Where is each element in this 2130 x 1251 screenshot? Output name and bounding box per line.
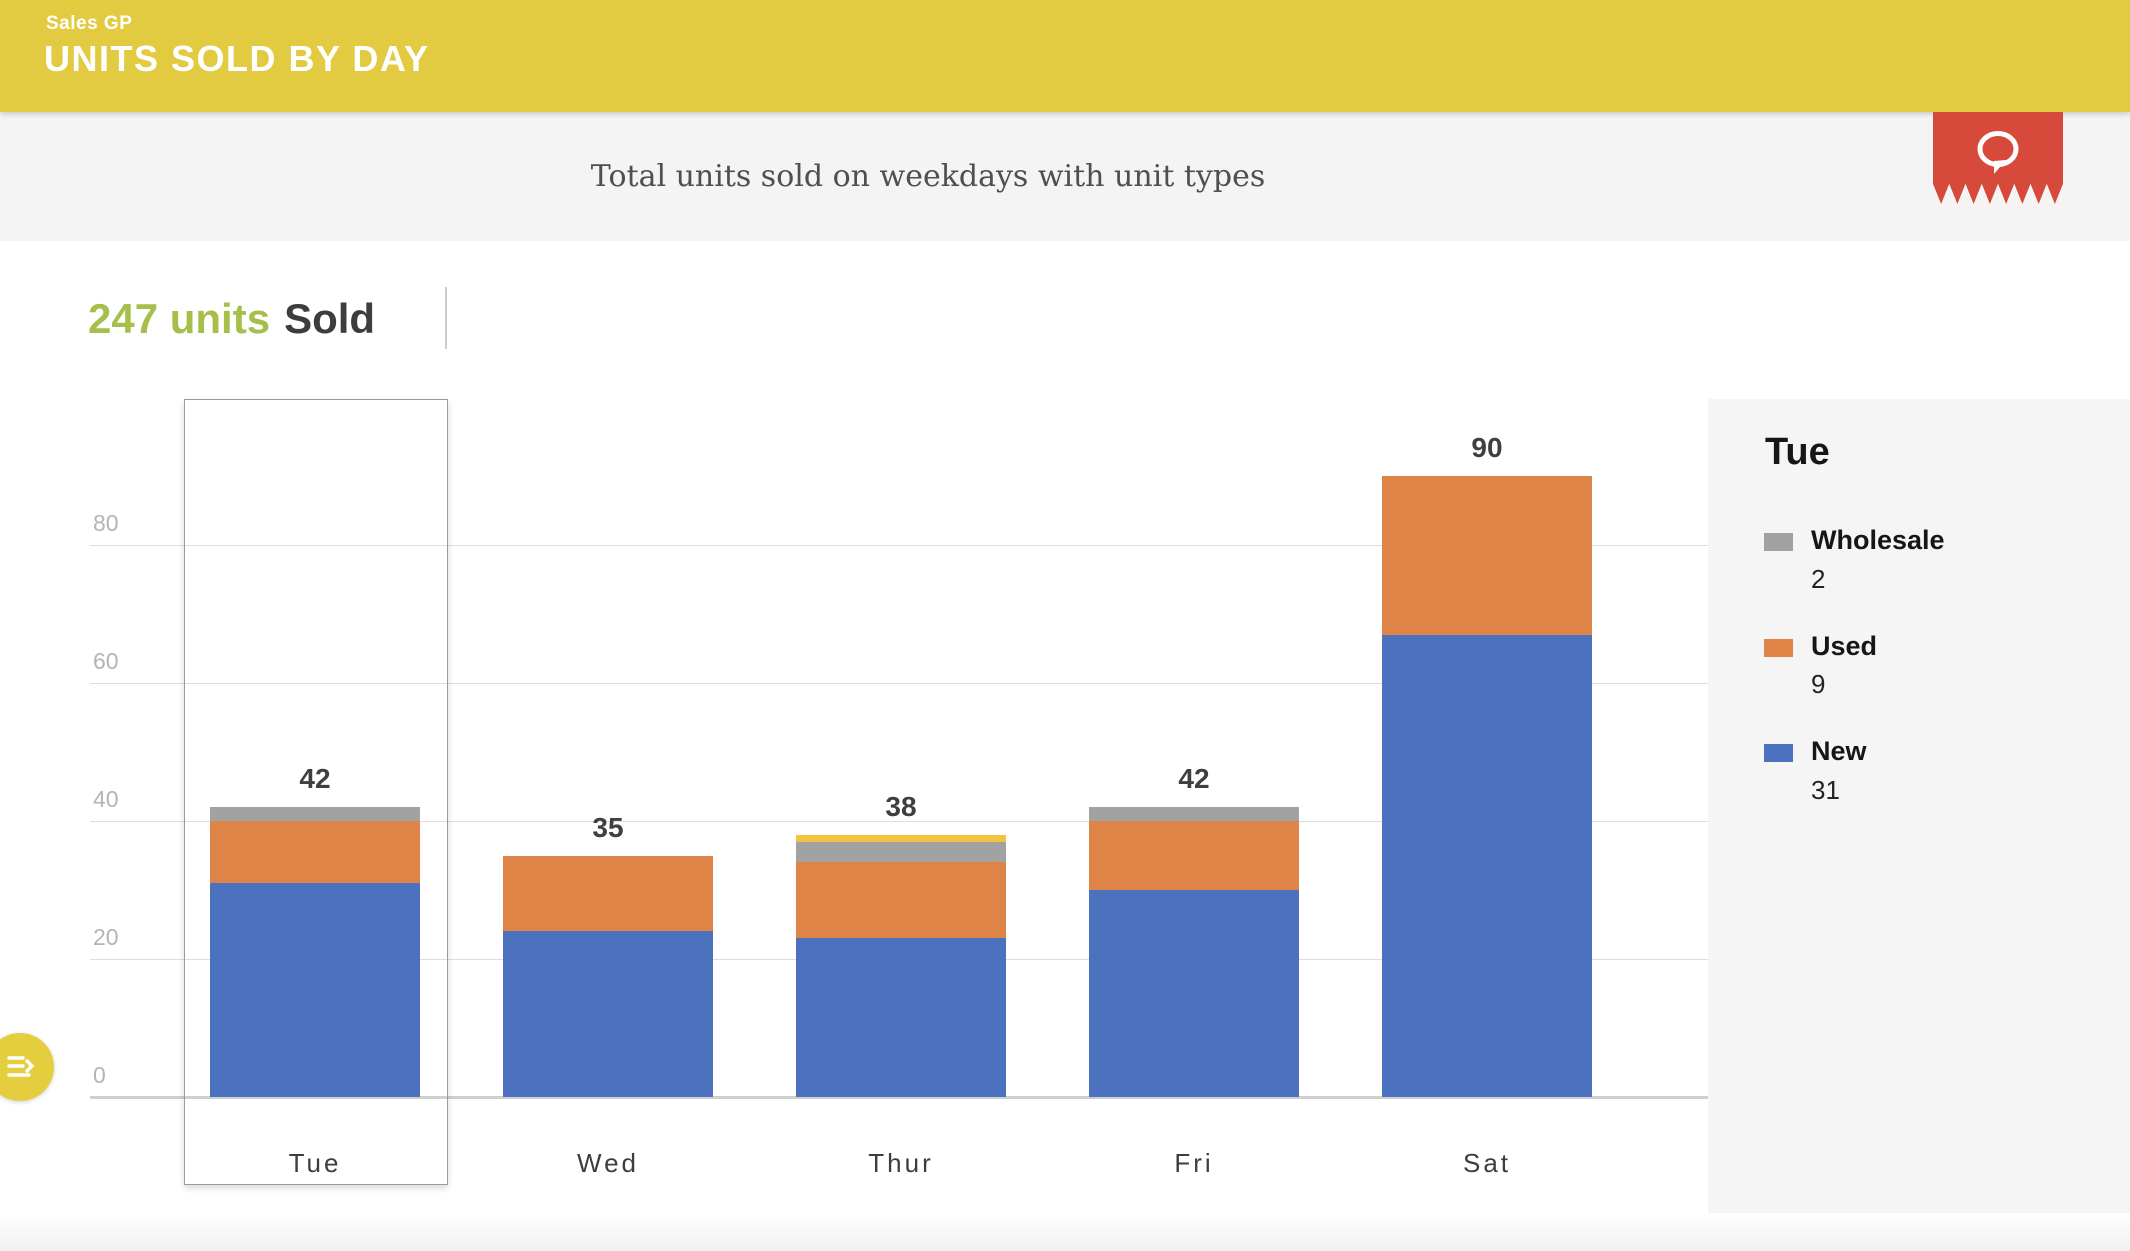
y-axis-tick-label: 0: [93, 1062, 106, 1088]
bar-segment-new: [503, 931, 713, 1097]
bar-value-label: 90: [1471, 432, 1503, 463]
bar-segment-new: [796, 938, 1006, 1097]
x-axis-label-sat: Sat: [1462, 1148, 1512, 1178]
bar-value-label: 42: [1178, 763, 1210, 795]
x-axis-label-tue: Tue: [288, 1148, 342, 1178]
x-axis-label-wed: Wed: [577, 1148, 639, 1178]
legend-item-value: 2: [1811, 563, 1826, 594]
app-header: Sales GP UNITS SOLD BY DAY: [0, 0, 2130, 112]
expand-menu-fab[interactable]: [0, 1033, 54, 1101]
chart-subtitle: Total units sold on weekdays with unit t…: [590, 159, 1266, 194]
bar-segment-used: [210, 821, 420, 884]
bar-value-label: 42: [299, 763, 331, 795]
y-gridline-40: [90, 821, 1709, 822]
bar-segment-wholesale: [1089, 807, 1299, 821]
bar-tue[interactable]: [210, 807, 420, 1097]
y-gridline-80: [90, 545, 1709, 546]
legend-text: New 31: [1811, 737, 1867, 806]
y-axis-tick-label: 40: [93, 786, 119, 812]
bar-thur[interactable]: [796, 834, 1006, 1097]
wholesale-swatch: [1764, 533, 1793, 551]
bar-segment-new: [210, 883, 420, 1097]
kpi-label: Sold: [284, 295, 376, 342]
legend-item-value: 9: [1811, 669, 1826, 700]
kpi-title: 247 units Sold: [88, 287, 447, 349]
bar-value-label: 38: [885, 790, 917, 822]
bar-segment-new: [1089, 889, 1299, 1097]
page-title: UNITS SOLD BY DAY: [44, 38, 430, 79]
menu-expand-icon: [7, 1056, 35, 1077]
legend-item-label: Used: [1811, 630, 1878, 661]
legend-item-used: Used 9: [1764, 630, 2130, 701]
legend-item-value: 31: [1811, 775, 1840, 806]
kpi-divider: [445, 287, 447, 349]
y-axis-tick-label: 80: [93, 510, 119, 536]
bar-segment-used: [796, 862, 1006, 939]
selected-category-box: [184, 399, 448, 1185]
bar-segment-new: [1382, 634, 1592, 1097]
bar-segment-wholesale: [210, 807, 420, 821]
subtitle-bar: Total units sold on weekdays with unit t…: [0, 112, 2130, 241]
y-axis-tick-label: 60: [93, 648, 119, 674]
bar-segment-used: [503, 855, 713, 932]
bar-wed[interactable]: [503, 855, 713, 1097]
bar-fri[interactable]: [1089, 807, 1299, 1097]
legend-title: Tue: [1765, 431, 1830, 473]
legend-item-wholesale: Wholesale 2: [1764, 525, 2130, 595]
bar-segment-other: [796, 834, 1006, 842]
legend-item-label: Wholesale: [1811, 525, 1945, 555]
y-gridline-0: [90, 1096, 1709, 1099]
legend-item-new: New 31: [1764, 737, 2130, 806]
legend-items: Wholesale 2 Used 9 New 31: [1764, 525, 2130, 806]
bar-segment-used: [1382, 476, 1592, 635]
speech-bubble-icon: [1977, 131, 2019, 174]
new-swatch: [1764, 744, 1793, 763]
kpi-value: 247 units: [88, 295, 271, 342]
legend-text: Used 9: [1811, 630, 1878, 701]
legend-text: Wholesale 2: [1811, 525, 1945, 595]
used-swatch: [1764, 638, 1793, 657]
x-axis-label-thur: Thur: [868, 1148, 934, 1178]
y-axis-tick-label: 20: [93, 924, 119, 950]
bar-segment-wholesale: [796, 841, 1006, 863]
bar-sat[interactable]: [1382, 476, 1592, 1097]
y-gridline-60: [90, 683, 1709, 684]
legend-item-label: New: [1811, 736, 1867, 767]
bottom-fade: [0, 1213, 2130, 1251]
x-axis-label-fri: Fri: [1174, 1148, 1214, 1178]
legend-panel: Tue Wholesale 2 Used 9 New 31: [1708, 399, 2130, 1213]
bar-value-label: 35: [592, 811, 624, 843]
bar-segment-used: [1089, 820, 1299, 890]
app-label: Sales GP: [46, 13, 133, 34]
